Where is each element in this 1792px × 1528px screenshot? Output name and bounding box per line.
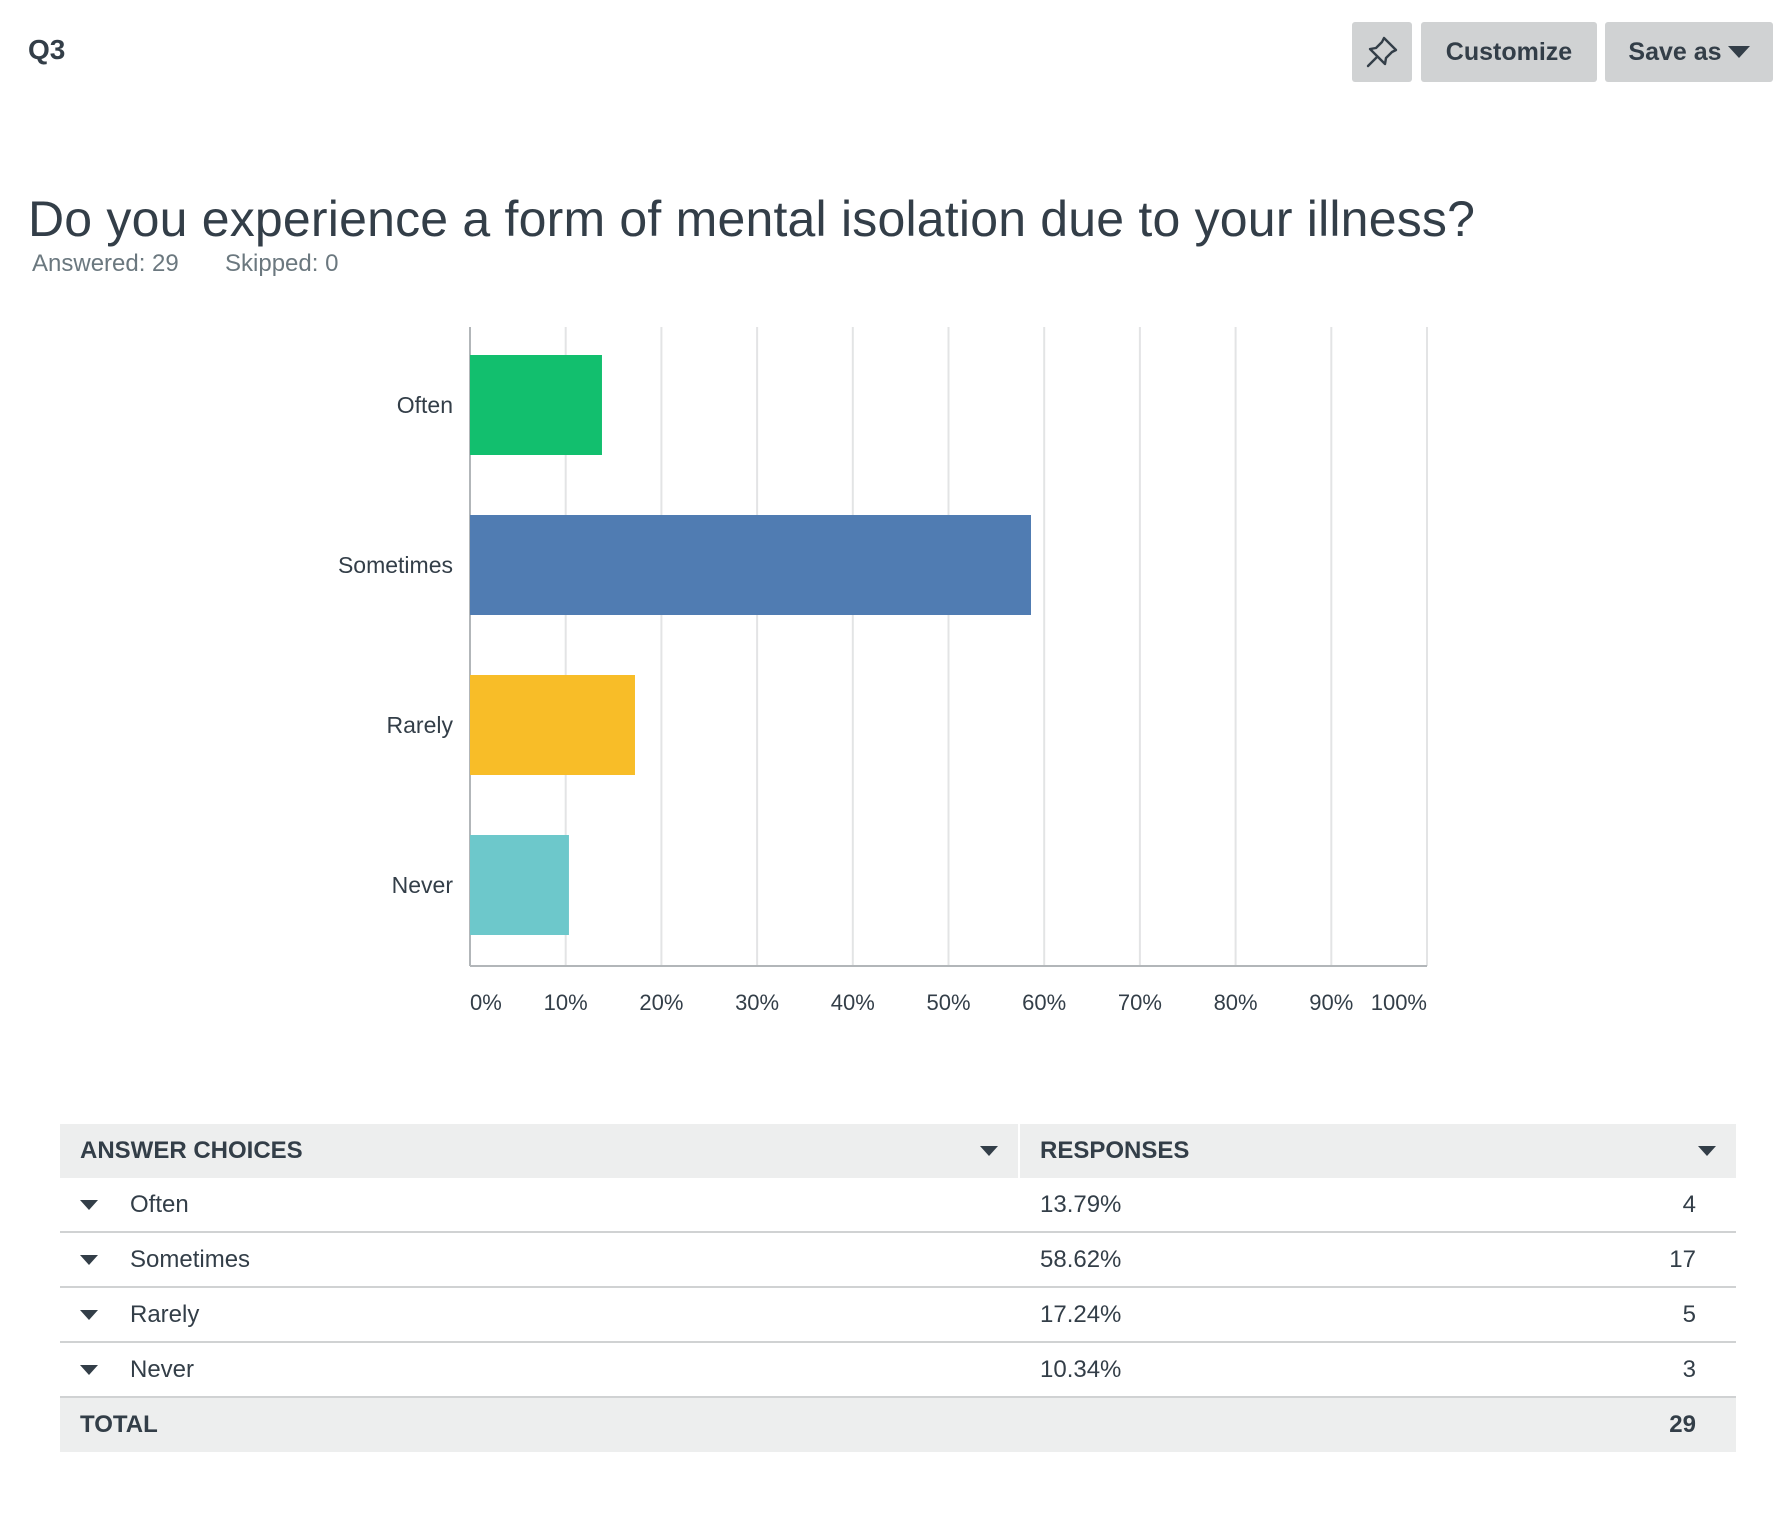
category-label: Never: [392, 872, 454, 898]
table-row: Rarely 17.24% 5: [60, 1288, 1736, 1343]
responses-table: ANSWER CHOICES RESPONSES Often 13.79% 4 …: [60, 1124, 1736, 1452]
response-bar-chart: Often Sometimes Rarely Never 0% 10% 20% 30% 40% 5…: [338, 327, 1428, 1015]
count-cell: 4: [1682, 1190, 1696, 1218]
save-as-label: Save as: [1628, 37, 1722, 66]
category-label: Often: [397, 392, 453, 418]
chevron-down-icon: [1727, 46, 1750, 58]
x-tick-label: 10%: [544, 990, 588, 1015]
pin-icon: [1366, 36, 1398, 68]
customize-button[interactable]: Customize: [1421, 22, 1597, 82]
table-row: Sometimes 58.62% 17: [60, 1233, 1736, 1288]
x-tick-label: 70%: [1118, 990, 1162, 1015]
responses-label: RESPONSES: [1040, 1137, 1190, 1164]
count-cell: 3: [1682, 1355, 1696, 1383]
percent-cell: 58.62%: [1040, 1245, 1122, 1273]
expand-caret-icon[interactable]: [80, 1309, 98, 1320]
count-cell: 17: [1669, 1245, 1696, 1273]
total-count: 29: [1669, 1411, 1696, 1438]
x-tick-label: 90%: [1309, 990, 1353, 1015]
responses-header[interactable]: RESPONSES: [1020, 1124, 1736, 1178]
answered-count: Answered: 29: [32, 250, 179, 277]
question-title: Do you experience a form of mental isola…: [28, 190, 1476, 247]
expand-caret-icon[interactable]: [80, 1364, 98, 1375]
bar-often: [470, 355, 602, 455]
answer-choices-header[interactable]: ANSWER CHOICES: [60, 1124, 1020, 1178]
choice-cell: Rarely: [60, 1301, 1020, 1329]
choice-label: Sometimes: [130, 1245, 251, 1273]
count-cell: 5: [1682, 1300, 1696, 1328]
percent-cell: 13.79%: [1040, 1190, 1122, 1218]
expand-caret-icon[interactable]: [80, 1199, 98, 1210]
x-tick-label: 80%: [1214, 990, 1258, 1015]
pin-button[interactable]: [1352, 22, 1412, 82]
x-tick-label: 0%: [470, 990, 502, 1015]
category-label: Sometimes: [338, 552, 453, 578]
save-as-button[interactable]: Save as: [1605, 22, 1773, 82]
table-row: Never 10.34% 3: [60, 1343, 1736, 1398]
table-total-row: TOTAL 29: [60, 1398, 1736, 1452]
x-tick-label: 20%: [639, 990, 683, 1015]
x-tick-label: 100%: [1371, 990, 1427, 1015]
category-label: Rarely: [387, 712, 454, 738]
expand-caret-icon[interactable]: [80, 1254, 98, 1265]
sort-caret-icon[interactable]: [1698, 1146, 1716, 1156]
choice-cell: Often: [60, 1191, 1020, 1219]
percent-cell: 10.34%: [1040, 1355, 1122, 1383]
skipped-count: Skipped: 0: [225, 250, 339, 277]
choice-label: Never: [130, 1355, 195, 1383]
x-tick-label: 40%: [831, 990, 875, 1015]
x-tick-label: 60%: [1022, 990, 1066, 1015]
x-tick-label: 50%: [926, 990, 970, 1015]
percent-cell: 17.24%: [1040, 1300, 1122, 1328]
sort-caret-icon[interactable]: [980, 1146, 998, 1156]
table-row: Often 13.79% 4: [60, 1178, 1736, 1233]
choice-cell: Sometimes: [60, 1246, 1020, 1274]
bar-sometimes: [470, 515, 1031, 615]
question-number: Q3: [28, 34, 66, 65]
x-tick-label: 30%: [735, 990, 779, 1015]
bar-rarely: [470, 675, 635, 775]
answer-choices-label: ANSWER CHOICES: [80, 1137, 303, 1164]
bar-never: [470, 835, 569, 935]
total-label: TOTAL: [80, 1411, 158, 1438]
choice-cell: Never: [60, 1356, 1020, 1384]
table-header: ANSWER CHOICES RESPONSES: [60, 1124, 1736, 1178]
choice-label: Often: [130, 1190, 189, 1218]
choice-label: Rarely: [130, 1300, 200, 1328]
